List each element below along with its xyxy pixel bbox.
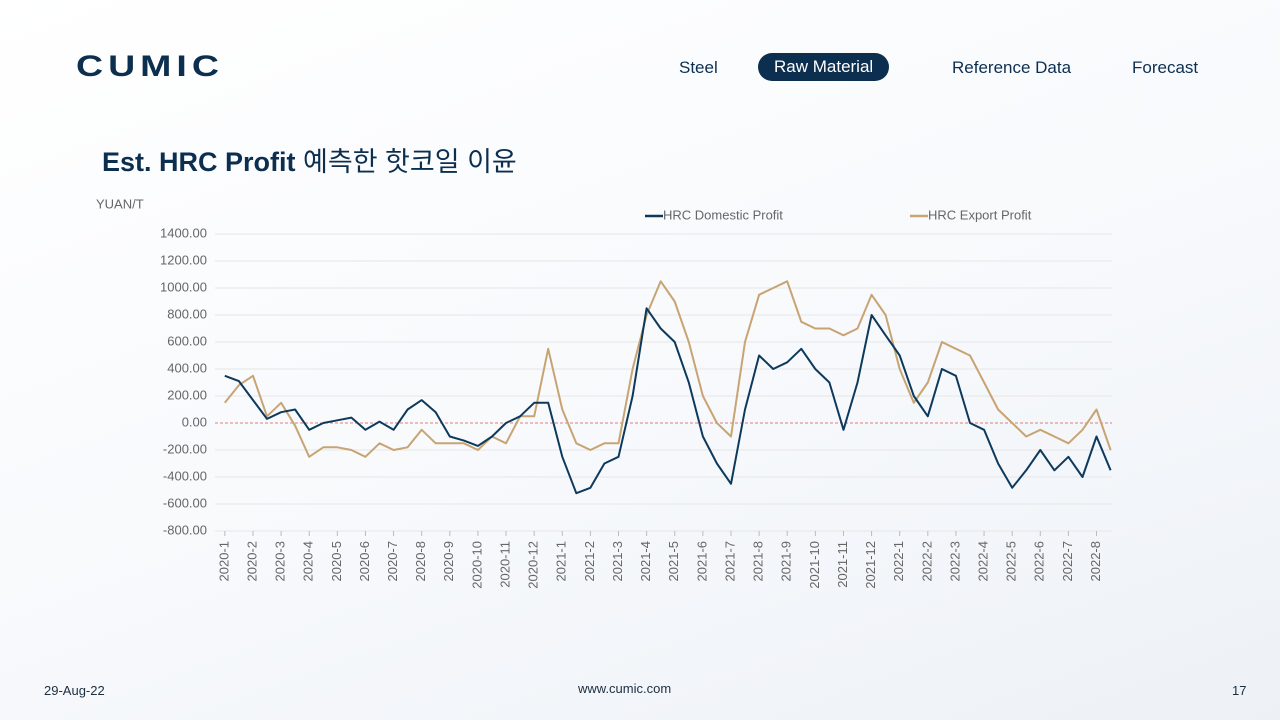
title-en: Est. HRC Profit bbox=[102, 147, 296, 177]
x-tick-label: 2021-2 bbox=[582, 541, 597, 581]
x-tick-label: 2022-8 bbox=[1088, 541, 1103, 581]
nav-item[interactable]: Forecast bbox=[1132, 58, 1199, 77]
x-tick-label: 2022-6 bbox=[1032, 541, 1047, 581]
x-tick-label: 2021-9 bbox=[779, 541, 794, 581]
y-tick-label: 400.00 bbox=[167, 360, 207, 375]
y-tick-label: -800.00 bbox=[163, 522, 207, 537]
y-tick-label: 600.00 bbox=[167, 333, 207, 348]
y-tick-label: -400.00 bbox=[163, 468, 207, 483]
x-tick-label: 2020-8 bbox=[413, 541, 428, 581]
x-tick-label: 2022-3 bbox=[947, 541, 962, 581]
x-tick-label: 2020-10 bbox=[469, 541, 484, 589]
title-ko: 예측한 핫코일 이윤 bbox=[303, 147, 517, 177]
x-tick-label: 2021-12 bbox=[863, 541, 878, 589]
x-tick-label: 2022-1 bbox=[891, 541, 906, 581]
slide-title: Est. HRC Profit 예측한 핫코일 이윤 bbox=[102, 140, 517, 179]
x-tick-label: 2020-7 bbox=[385, 541, 400, 581]
x-tick-label: 2020-4 bbox=[301, 541, 316, 581]
footer-website: www.cumic.com bbox=[578, 681, 672, 696]
legend-label: HRC Domestic Profit bbox=[663, 207, 783, 222]
x-tick-label: 2022-5 bbox=[1004, 541, 1019, 581]
footer-date: 29-Aug-22 bbox=[44, 683, 105, 698]
y-tick-label: -600.00 bbox=[163, 495, 207, 510]
x-tick-label: 2020-3 bbox=[273, 541, 288, 581]
x-tick-label: 2022-2 bbox=[919, 541, 934, 581]
x-tick-label: 2020-2 bbox=[244, 541, 259, 581]
y-tick-label: 1200.00 bbox=[160, 252, 207, 267]
x-tick-label: 2021-8 bbox=[751, 541, 766, 581]
line-series bbox=[224, 307, 1112, 495]
x-tick-label: 2021-5 bbox=[666, 541, 681, 581]
nav-item[interactable]: Steel bbox=[679, 58, 718, 77]
legend-label: HRC Export Profit bbox=[928, 207, 1032, 222]
line-series bbox=[224, 280, 1112, 458]
x-tick-label: 2022-4 bbox=[975, 541, 990, 581]
x-tick-label: 2021-6 bbox=[694, 541, 709, 581]
y-tick-label: 1000.00 bbox=[160, 279, 207, 294]
x-tick-label: 2022-7 bbox=[1060, 541, 1075, 581]
page-number: 17 bbox=[1232, 683, 1247, 698]
y-tick-label: 800.00 bbox=[167, 306, 207, 321]
x-tick-label: 2020-11 bbox=[497, 541, 512, 588]
x-tick-label: 2021-10 bbox=[807, 541, 822, 589]
x-tick-label: 2020-5 bbox=[329, 541, 344, 581]
x-tick-label: 2020-6 bbox=[357, 541, 372, 581]
x-tick-label: 2021-7 bbox=[722, 541, 737, 581]
x-tick-label: 2020-9 bbox=[441, 541, 456, 581]
y-tick-label: 1400.00 bbox=[160, 225, 207, 240]
y-tick-label: -200.00 bbox=[163, 441, 207, 456]
x-tick-label: 2020-1 bbox=[216, 541, 231, 581]
x-tick-label: 2021-4 bbox=[638, 541, 653, 581]
x-tick-label: 2021-1 bbox=[554, 541, 569, 581]
y-axis-label: YUAN/T bbox=[96, 196, 144, 211]
y-tick-label: 0.00 bbox=[182, 414, 207, 429]
y-tick-label: 200.00 bbox=[167, 387, 207, 402]
logo: CUMIC bbox=[76, 50, 224, 83]
x-tick-label: 2021-3 bbox=[610, 541, 625, 581]
x-tick-label: 2020-12 bbox=[526, 541, 541, 589]
x-tick-label: 2021-11 bbox=[835, 541, 850, 588]
nav-item[interactable]: Raw Material bbox=[758, 53, 890, 81]
nav-item[interactable]: Reference Data bbox=[952, 58, 1072, 77]
